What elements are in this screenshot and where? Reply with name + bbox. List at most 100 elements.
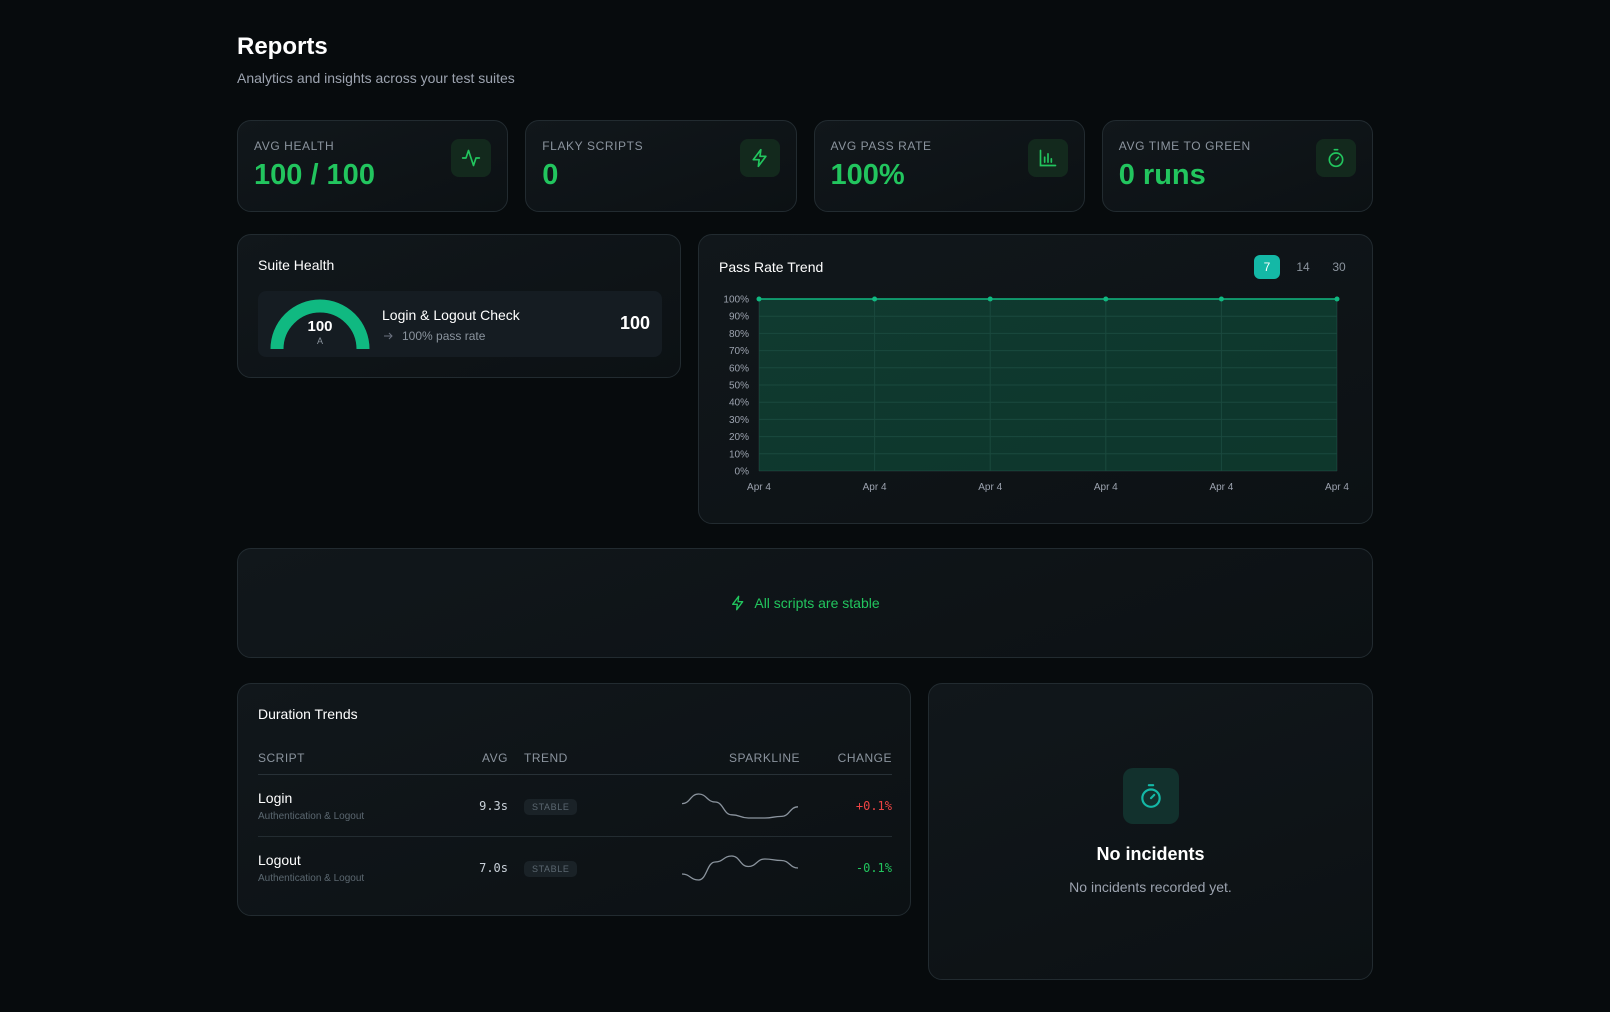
point: [1334, 296, 1340, 302]
column-header: TREND: [524, 751, 568, 765]
stat-card: AVG TIME TO GREEN 0 runs: [1101, 120, 1373, 212]
page-subtitle: Analytics and insights across your test …: [237, 70, 515, 86]
script-suite: Authentication & Logout: [258, 810, 365, 822]
table-row: Login Authentication & Logout 9.3s STABLE +0…: [258, 775, 892, 837]
trend-cell: STABLE: [508, 859, 608, 877]
column-header: AVG: [482, 751, 508, 765]
y-tick-label: 90%: [729, 312, 749, 323]
incidents-message: No incidents recorded yet.: [1069, 879, 1232, 895]
y-tick-label: 0%: [735, 467, 750, 478]
point: [1218, 296, 1224, 302]
pass-rate-chart: 0% 10% 20% 30% 40% 50% 60% 70% 80% 90% 100% Apr 4 Ap…: [723, 295, 1349, 494]
x-tick-label: Apr 4: [1209, 482, 1233, 493]
range-button[interactable]: 14: [1296, 260, 1310, 274]
script-cell: Login Authentication & Logout: [258, 790, 448, 822]
column-header: SCRIPT: [258, 751, 306, 765]
avg-duration: 9.3s: [479, 798, 508, 813]
y-tick-label: 70%: [729, 346, 749, 357]
suite-row: 100 A Login & Logout Check 100% pass rate…: [258, 291, 662, 357]
gauge-grade: A: [317, 336, 323, 346]
sparkline: [681, 792, 799, 819]
suite-score: 100: [619, 313, 650, 333]
range-button[interactable]: 30: [1332, 260, 1346, 274]
y-tick-label: 80%: [729, 329, 749, 340]
stat-label: FLAKY SCRIPTS: [542, 139, 644, 153]
y-tick-label: 30%: [729, 415, 749, 426]
stat-value: 100 / 100: [254, 159, 375, 191]
trend-cell: STABLE: [508, 797, 608, 815]
stat-label: AVG TIME TO GREEN: [1118, 139, 1251, 153]
x-tick-label: Apr 4: [863, 482, 887, 493]
stat-cards: AVG HEALTH 100 / 100 FLAKY SCRIPTS 0 AVG…: [237, 120, 1373, 212]
stat-card: FLAKY SCRIPTS 0: [525, 120, 797, 212]
change-value: +0.1%: [855, 798, 892, 813]
card-title: Suite Health: [258, 257, 335, 273]
stat-card: AVG PASS RATE 100%: [813, 120, 1085, 212]
column-header: CHANGE: [837, 751, 892, 765]
stability-message: All scripts are stable: [754, 595, 880, 611]
sparkline-cell: [608, 852, 800, 884]
suite-pass-rate: 100% pass rate: [402, 329, 486, 343]
trend-badge: STABLE: [524, 798, 578, 815]
point: [1103, 296, 1109, 302]
card-title: Pass Rate Trend: [719, 259, 824, 275]
script-cell: Logout Authentication & Logout: [258, 852, 448, 884]
stat-value: 0: [542, 159, 559, 191]
range-button[interactable]: 7: [1254, 255, 1280, 279]
sparkline-line: [681, 854, 799, 881]
avg-duration: 7.0s: [479, 860, 508, 875]
stat-icon: [451, 139, 492, 177]
incidents-title: No incidents: [1096, 844, 1205, 864]
point: [872, 296, 878, 302]
script-name: Login: [258, 789, 293, 806]
duration-table: SCRIPT AVG TREND SPARKLINE CHANGE Login A…: [258, 742, 892, 898]
stability-banner: All scripts are stable: [237, 548, 1373, 658]
gauge-arc: [270, 299, 370, 350]
card-title: Duration Trends: [258, 706, 358, 722]
x-tick-label: Apr 4: [1325, 482, 1349, 493]
y-tick-label: 40%: [729, 398, 749, 409]
incidents-icon: [1123, 768, 1179, 824]
y-tick-label: 10%: [729, 449, 749, 460]
sparkline-cell: [608, 790, 800, 822]
script-name: Logout: [258, 851, 301, 868]
change-value: -0.1%: [855, 860, 892, 875]
gauge-score: 100: [307, 318, 332, 335]
y-tick-label: 50%: [729, 381, 749, 392]
x-tick-label: Apr 4: [978, 482, 1002, 493]
bolt-icon: [732, 595, 744, 611]
arrow-icon: [384, 332, 393, 340]
sparkline-line: [681, 792, 799, 819]
stat-label: AVG HEALTH: [254, 139, 335, 153]
x-tick-label: Apr 4: [747, 482, 771, 493]
x-tick-label: Apr 4: [1094, 482, 1118, 493]
suite-name: Login & Logout Check: [382, 307, 520, 323]
stat-card: AVG HEALTH 100 / 100: [237, 120, 509, 212]
stat-icon: [1316, 139, 1356, 177]
table-header: SCRIPT AVG TREND SPARKLINE CHANGE: [258, 742, 892, 775]
script-suite: Authentication & Logout: [258, 872, 365, 884]
area: [759, 299, 1337, 471]
point: [987, 296, 993, 302]
point: [756, 296, 762, 302]
sparkline: [681, 854, 799, 881]
table-row: Logout Authentication & Logout 7.0s STABLE -…: [258, 837, 892, 898]
incidents-card: No incidents No incidents recorded yet.: [928, 683, 1373, 980]
y-tick-label: 100%: [723, 295, 749, 306]
stat-value: 100%: [830, 159, 905, 191]
stat-label: AVG PASS RATE: [830, 139, 932, 153]
y-tick-label: 20%: [729, 432, 749, 443]
suite-health-card: Suite Health 100 A Login & Logout Check 1…: [237, 234, 681, 378]
y-tick-label: 60%: [729, 363, 749, 374]
stat-icon: [739, 139, 780, 177]
stat-value: 0 runs: [1118, 159, 1206, 191]
pass-rate-card: Pass Rate Trend 7 14 30 0% 10% 20% 30% 40% 50% 6…: [698, 234, 1373, 524]
trend-badge: STABLE: [524, 860, 578, 877]
stat-icon: [1027, 139, 1068, 177]
page-title: Reports: [237, 33, 328, 60]
column-header: SPARKLINE: [729, 751, 800, 765]
duration-card: Duration Trends SCRIPT AVG TREND SPARKLI…: [237, 683, 911, 916]
